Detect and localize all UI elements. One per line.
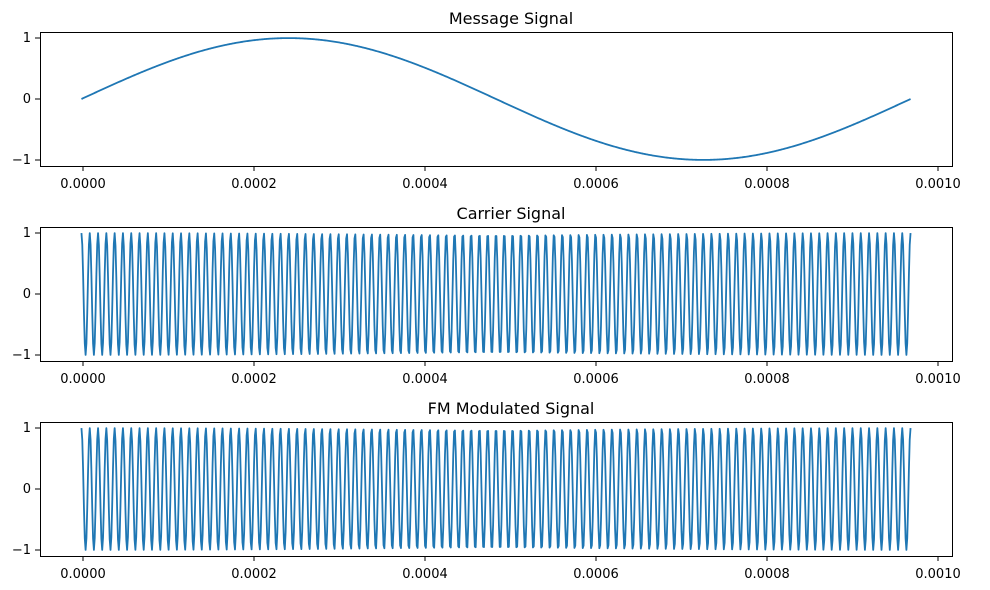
- y-tick-label: 1: [23, 31, 31, 46]
- y-tick-label: −1: [12, 348, 31, 363]
- x-tick-label: 0.0002: [231, 567, 277, 582]
- x-ticks: 0.0000 0.0002 0.0004 0.0006 0.0008 0.001…: [60, 556, 961, 582]
- x-tick-label: 0.0008: [744, 177, 790, 192]
- y-ticks: −1 0 1: [12, 421, 40, 558]
- subplot-title: Carrier Signal: [457, 204, 566, 223]
- y-tick-label: 0: [23, 482, 31, 497]
- y-ticks: −1 0 1: [12, 226, 40, 363]
- x-tick-label: 0.0010: [915, 372, 961, 387]
- subplot-carrier-signal: Carrier Signal 0.0000 0.0002 0.0004 0.00…: [12, 204, 961, 387]
- x-tick-label: 0.0004: [402, 372, 448, 387]
- x-tick-label: 0.0000: [60, 567, 106, 582]
- plot-area-frame: [40, 32, 953, 167]
- x-tick-label: 0.0010: [915, 567, 961, 582]
- y-tick-label: 0: [23, 287, 31, 302]
- x-tick-label: 0.0010: [915, 177, 961, 192]
- series-line: [80, 427, 912, 551]
- subplot-title: Message Signal: [449, 9, 573, 28]
- x-tick-label: 0.0002: [231, 372, 277, 387]
- x-tick-label: 0.0000: [60, 177, 106, 192]
- y-tick-label: 1: [23, 421, 31, 436]
- x-tick-label: 0.0008: [744, 567, 790, 582]
- x-tick-label: 0.0004: [402, 177, 448, 192]
- y-ticks: −1 0 1: [12, 31, 40, 168]
- x-tick-label: 0.0008: [744, 372, 790, 387]
- y-tick-label: 1: [23, 226, 31, 241]
- y-tick-label: −1: [12, 153, 31, 168]
- y-tick-label: 0: [23, 92, 31, 107]
- x-tick-label: 0.0002: [231, 177, 277, 192]
- subplot-title: FM Modulated Signal: [428, 399, 595, 418]
- series-line: [81, 37, 911, 161]
- subplot-fm-modulated-signal: FM Modulated Signal 0.0000 0.0002 0.0004…: [12, 399, 961, 582]
- x-tick-label: 0.0000: [60, 372, 106, 387]
- x-tick-label: 0.0006: [573, 177, 619, 192]
- x-ticks: 0.0000 0.0002 0.0004 0.0006 0.0008 0.001…: [60, 166, 961, 192]
- y-tick-label: −1: [12, 543, 31, 558]
- x-tick-label: 0.0004: [402, 567, 448, 582]
- series-line: [80, 232, 912, 356]
- x-tick-label: 0.0006: [573, 567, 619, 582]
- plot-area-frame: [40, 422, 953, 557]
- subplot-message-signal: Message Signal 0.0000 0.0002 0.0004 0.00…: [12, 9, 961, 192]
- x-ticks: 0.0000 0.0002 0.0004 0.0006 0.0008 0.001…: [60, 361, 961, 387]
- x-tick-label: 0.0006: [573, 372, 619, 387]
- plot-area-frame: [40, 227, 953, 362]
